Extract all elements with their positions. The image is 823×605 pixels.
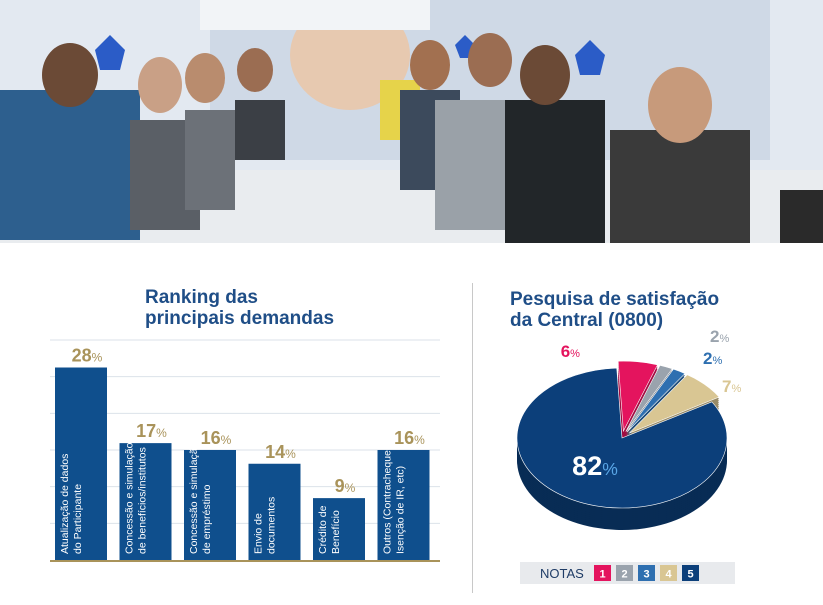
pie-value-label: 6%: [561, 342, 580, 361]
demands-bar-chart: 28% Atualização de dadosdo Participante 17…: [50, 339, 440, 562]
legend-swatch: [660, 565, 677, 581]
bar-value-label: 16%: [394, 428, 425, 448]
bar-value-label: 9%: [335, 476, 356, 496]
bar-value-label: 16%: [201, 428, 232, 448]
call-center-photo-illustration: [0, 0, 823, 243]
bar-value-label: 28%: [72, 346, 103, 366]
pie-chart-title-line: Pesquisa de satisfação: [510, 289, 720, 310]
bar: [248, 463, 301, 560]
bar: [119, 443, 172, 560]
pie-slice: [625, 364, 673, 432]
header-photo: [0, 0, 823, 243]
bar-chart-title-line: Ranking das: [145, 287, 258, 308]
pie-chart-title-line: da Central (0800): [510, 310, 664, 331]
pie-value-label: 2%: [710, 330, 729, 346]
satisfaction-pie-chart: 6%2%2%7%82%NOTAS 1 2 3 4 5: [516, 330, 741, 584]
legend-label: 4: [665, 569, 672, 581]
pie-value-label: 7%: [722, 377, 741, 396]
bar-category-label: Envio dedocumentos: [253, 497, 278, 554]
pie-value-label: 82%: [572, 451, 618, 481]
pie-value-label: 2%: [703, 349, 722, 368]
bar: [184, 450, 236, 560]
bar-chart-title-line: principais demandas: [145, 308, 335, 329]
pie-slice: [629, 374, 720, 434]
bar-chart-title: Ranking das principais demandas: [145, 287, 365, 329]
bar-value-label: 14%: [265, 442, 296, 462]
pie-slice: [516, 367, 728, 509]
legend-title: NOTAS: [540, 566, 584, 581]
legend-label: 2: [621, 569, 627, 581]
legend-swatch: [616, 565, 633, 581]
bar-category-label: Outros (Contracheque,Isenção de IR, etc): [382, 447, 407, 554]
bar-category-label: Crédito deBenefício: [317, 505, 342, 554]
pie-slice: [626, 368, 686, 433]
bar: [55, 367, 107, 560]
pie-chart-title: Pesquisa de satisfação da Central (0800): [510, 289, 750, 331]
legend-swatch: [682, 565, 699, 581]
pie-slice: [617, 360, 658, 433]
legend-swatch: [594, 565, 611, 581]
bar-value-label: 17%: [136, 421, 167, 441]
section-divider: [472, 283, 473, 593]
legend-swatch: [638, 565, 655, 581]
bar-category-label: Concessão e simulaçãode benefícios/insti…: [124, 442, 149, 554]
legend-label: 3: [643, 569, 649, 581]
bar-category-label: Concessão e simulaçãode empréstimo: [188, 442, 213, 554]
legend-label: 1: [599, 569, 605, 581]
bar: [313, 498, 365, 560]
legend-label: 5: [687, 569, 693, 581]
bar: [377, 450, 430, 560]
bar-category-label: Atualização de dadosdo Participante: [59, 454, 84, 554]
